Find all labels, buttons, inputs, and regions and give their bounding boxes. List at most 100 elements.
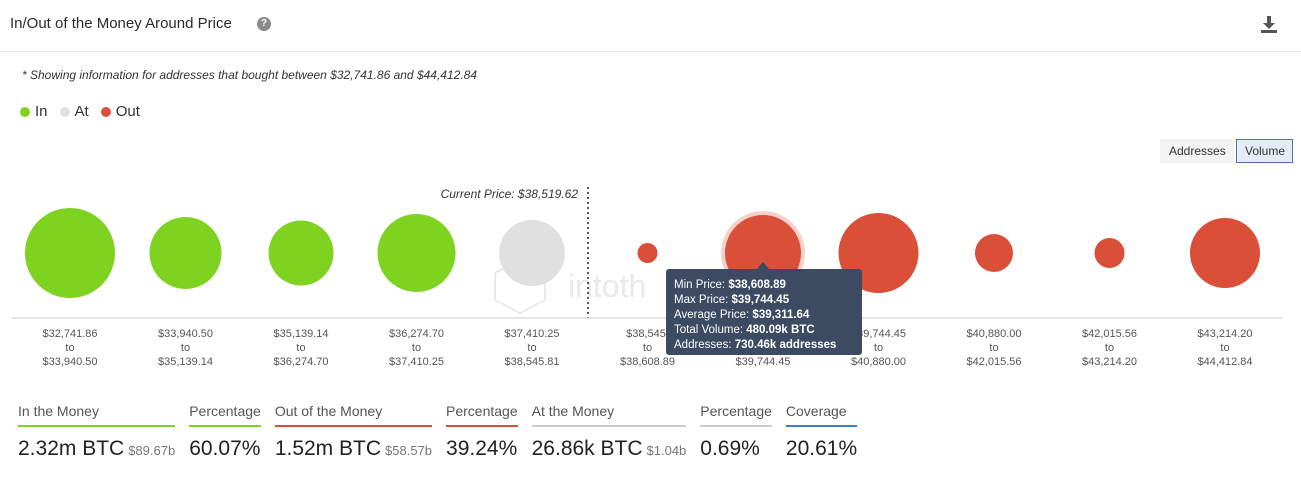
x-tick-label: $43,214.20 [1082, 356, 1137, 368]
x-tick-label: to [527, 342, 536, 354]
x-tick-label: $35,139.14 [273, 328, 328, 340]
x-tick-label: $36,274.70 [389, 328, 444, 340]
stat-label: Percentage [700, 403, 772, 427]
tooltip-addresses-row: Addresses: 730.46k addresses [674, 338, 862, 353]
summary-stats: In the Money 2.32m BTC $89.67b Percentage 60… [18, 403, 858, 461]
bubble-at[interactable] [499, 220, 565, 286]
x-tick-label: $39,744.45 [851, 328, 906, 340]
intotheblock-watermark: intoth [494, 258, 646, 315]
x-tick-label: to [65, 342, 74, 354]
x-tick-label: to [296, 342, 305, 354]
bubble-tooltip: Min Price: $38,608.89 Max Price: $39,744… [666, 269, 862, 355]
tooltip-min-price: $38,608.89 [728, 279, 786, 291]
x-tick-label: $42,015.56 [966, 356, 1021, 368]
addresses-toggle-button[interactable]: Addresses [1160, 139, 1234, 163]
tooltip-volume: 480.09k BTC [746, 324, 815, 336]
current-price-label: Current Price: $38,519.62 [441, 187, 579, 201]
x-tick-label: $35,139.14 [158, 356, 213, 368]
x-tick-label: $40,880.00 [851, 356, 906, 368]
tooltip-avg-price-label: Average Price: [674, 309, 750, 321]
x-tick-label: to [181, 342, 190, 354]
stat-value: 2.32m BTC $89.67b [18, 437, 176, 460]
legend-label-in: In [35, 103, 48, 120]
stat-1: Percentage 60.07% [189, 403, 261, 461]
x-tick-label: $33,940.50 [158, 328, 213, 340]
stat-6: Coverage 20.61% [785, 403, 858, 461]
bubble-out[interactable] [1094, 238, 1125, 268]
legend-dot-at [59, 106, 70, 117]
x-tick-label: $42,015.56 [1082, 328, 1137, 340]
legend-item-out[interactable]: Out [100, 103, 140, 120]
tooltip-volume-label: Total Volume: [674, 324, 744, 336]
x-tick-label: $33,940.50 [42, 356, 97, 368]
stat-label: Out of the Money [274, 403, 433, 427]
tooltip-min-price-label: Min Price: [674, 279, 726, 291]
bubble-out[interactable] [1190, 218, 1260, 288]
x-tick-label: $38,545. [626, 328, 669, 340]
bubble-in[interactable] [268, 220, 334, 286]
tooltip-max-price-row: Max Price: $39,744.45 [674, 293, 862, 308]
question-circle-icon[interactable]: ? [257, 17, 271, 31]
tooltip-arrow [756, 262, 770, 270]
bubble-out[interactable] [637, 243, 658, 263]
page-title: In/Out of the Money Around Price [10, 15, 232, 32]
bubble-chart: intoth Current Price: $38,519.62 $32,741… [12, 187, 1282, 368]
x-tick-label: to [1105, 342, 1114, 354]
x-tick-label: $37,410.25 [389, 356, 444, 368]
svg-text:intoth: intoth [568, 268, 646, 304]
bubble-in[interactable] [149, 217, 222, 289]
x-tick-label: $36,274.70 [273, 356, 328, 368]
x-tick-label: to [989, 342, 998, 354]
tooltip-max-price: $39,744.45 [731, 294, 790, 306]
x-tick-label: $38,545.81 [504, 356, 559, 368]
stat-label: Percentage [189, 403, 261, 427]
stat-sub-value: $89.67b [128, 443, 176, 458]
x-tick-label: $32,741.86 [42, 328, 97, 340]
legend-label-out: Out [115, 103, 140, 120]
stat-value: 26.86k BTC $1.04b [531, 437, 687, 460]
range-note: * Showing information for addresses that… [22, 68, 477, 82]
volume-toggle-button[interactable]: Volume [1236, 139, 1293, 163]
x-tick-label: $39,744.45 [735, 356, 790, 368]
bubble-in[interactable] [377, 214, 456, 292]
x-tick-label: to [874, 342, 883, 354]
tooltip-min-price-row: Min Price: $38,608.89 [674, 278, 862, 293]
stat-label: Coverage [785, 403, 858, 427]
stat-value: 39.24% [446, 437, 518, 460]
x-tick-label: $38,608.89 [620, 356, 675, 368]
stat-value: 60.07% [189, 437, 261, 460]
bubble-in[interactable] [25, 208, 115, 298]
x-tick-label: $43,214.20 [1197, 328, 1252, 340]
x-tick-label: $40,880.00 [966, 328, 1021, 340]
stat-label: Percentage [446, 403, 518, 427]
legend: In At Out [20, 103, 140, 120]
stat-value: 20.61% [785, 437, 858, 460]
stat-label: At the Money [531, 403, 687, 427]
stat-0: In the Money 2.32m BTC $89.67b [18, 403, 176, 461]
stat-sub-value: $1.04b [646, 443, 687, 458]
stat-5: Percentage 0.69% [700, 403, 772, 461]
legend-dot-out [100, 106, 111, 117]
legend-label-at: At [74, 103, 89, 120]
stat-3: Percentage 39.24% [446, 403, 518, 461]
legend-item-at[interactable]: At [59, 103, 89, 120]
legend-item-in[interactable]: In [20, 103, 48, 120]
x-tick-label: to [643, 342, 652, 354]
x-tick-label: $37,410.25 [504, 328, 559, 340]
stat-value: 0.69% [700, 437, 760, 460]
legend-dot-in [20, 106, 30, 117]
tooltip-addresses-label: Addresses: [674, 339, 732, 351]
tooltip-avg-price: $39,311.64 [752, 309, 810, 321]
x-tick-label: to [1220, 342, 1229, 354]
bubble-out[interactable] [975, 234, 1013, 272]
stat-label: In the Money [18, 403, 176, 427]
download-icon[interactable] [1259, 14, 1279, 34]
x-tick-label: $44,412.84 [1197, 356, 1252, 368]
tooltip-addresses: 730.46k addresses [734, 339, 837, 351]
tooltip-max-price-label: Max Price: [674, 294, 729, 306]
stat-value: 1.52m BTC $58.57b [274, 437, 433, 460]
x-tick-label: to [412, 342, 421, 354]
tooltip-avg-price-row: Average Price: $39,311.64 [674, 308, 862, 323]
stat-sub-value: $58.57b [385, 443, 433, 458]
stat-4: At the Money 26.86k BTC $1.04b [531, 403, 687, 461]
